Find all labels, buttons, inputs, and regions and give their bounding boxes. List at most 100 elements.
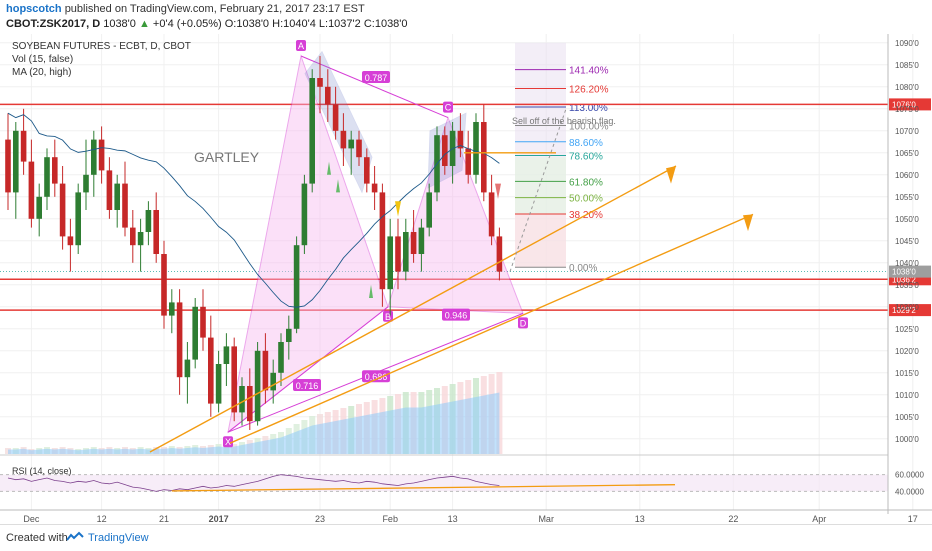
candle-body — [301, 183, 308, 246]
pattern-ratio-bg — [293, 379, 321, 391]
candle-body — [270, 372, 276, 391]
pattern-point-label: X — [225, 437, 231, 447]
fib-level-label: 113.00% — [569, 103, 608, 114]
candle-body — [278, 342, 284, 373]
up-triangle-icon — [336, 179, 340, 193]
candle-body — [442, 135, 448, 166]
pattern-point-label: C — [445, 103, 452, 113]
tradingview-link[interactable]: TradingView — [88, 532, 149, 544]
price-chart[interactable]: 141.40% 126.20% 113.00% 100.00% 88.60% 78.60%… — [0, 34, 932, 524]
rsi-trendline — [171, 484, 676, 492]
y-tick-label: 1020'0 — [895, 347, 919, 356]
candle-body — [145, 210, 152, 232]
pattern-ratio-label: 0.716 — [296, 381, 319, 391]
created-with-label: Created with — [6, 532, 68, 544]
down-triangle-icon — [495, 183, 501, 199]
publish-line: hopscotch published on TradingView.com, … — [6, 3, 365, 15]
candle-body — [340, 130, 347, 149]
x-tick-label: 2017 — [209, 514, 229, 524]
candle-body — [231, 346, 237, 413]
x-tick-label: 12 — [97, 514, 107, 524]
pattern-ratio-bg — [442, 308, 470, 321]
candle-body — [20, 130, 27, 162]
candle-body — [356, 139, 362, 158]
candle-body — [122, 183, 128, 228]
rsi-band — [0, 474, 888, 492]
chart-area[interactable]: 141.40% 126.20% 113.00% 100.00% 88.60% 78.60%… — [0, 34, 932, 524]
author-link[interactable]: hopscotch — [6, 3, 62, 15]
candle-body — [215, 364, 222, 404]
footer: Created with TradingView — [0, 524, 932, 551]
candle-body — [75, 192, 81, 246]
candle-body — [403, 232, 409, 272]
fib-zone-low — [515, 214, 566, 268]
y-tick-label: 1080'0 — [895, 83, 919, 92]
candle-body — [59, 183, 66, 237]
publish-header: hopscotch published on TradingView.com, … — [0, 0, 932, 34]
candle-body — [91, 139, 97, 175]
candle-body — [457, 130, 464, 149]
candle-body — [44, 157, 50, 197]
pattern-ratio-label: 0.686 — [365, 372, 388, 382]
candle-body — [130, 227, 136, 246]
y-tick-label: 1060'0 — [895, 171, 919, 180]
last-price-label: 1038'0 — [892, 268, 916, 277]
candle-body — [317, 78, 323, 87]
x-tick-label: 21 — [159, 514, 169, 524]
candle-body — [98, 139, 105, 171]
x-tick-label: Mar — [538, 514, 554, 524]
x-tick-label: 22 — [728, 514, 738, 524]
candle-body — [379, 192, 386, 290]
up-triangle-icon — [369, 284, 373, 298]
pattern-ratio-bg — [362, 71, 390, 83]
candle-body — [387, 236, 393, 290]
pattern-point-label: D — [520, 318, 527, 328]
volume-ma-area — [8, 392, 500, 454]
x-tick-label: 17 — [908, 514, 918, 524]
candle-body — [364, 157, 370, 184]
pattern-point-label: A — [298, 41, 304, 51]
candle-body — [371, 183, 378, 193]
candle-body — [239, 386, 245, 413]
fib-level-label: 0.00% — [569, 263, 597, 274]
candle-body — [36, 196, 42, 219]
price-tag-bg — [889, 304, 931, 317]
y-tick-label: 1090'0 — [895, 39, 919, 48]
open-value: O:1038'0 — [224, 18, 270, 30]
fib-level-label: 141.40% — [569, 66, 609, 77]
candle-body — [192, 306, 198, 360]
candle-body — [309, 78, 315, 184]
candle-body — [418, 227, 425, 254]
last-price-tag — [889, 265, 931, 278]
candle-body — [208, 337, 214, 404]
candle-body — [153, 210, 159, 254]
x-tick-label: 13 — [448, 514, 458, 524]
candle-body — [488, 192, 495, 237]
down-triangle-icon — [395, 201, 401, 217]
change-arrow-icon: ▲ — [138, 18, 150, 30]
tradingview-logo-icon — [66, 531, 84, 541]
y-tick-label: 1065'0 — [895, 149, 919, 158]
close-value: C:1038'0 — [363, 18, 408, 30]
candle-body — [169, 302, 175, 316]
gartley-xb-line — [227, 306, 389, 433]
y-tick-label: 1040'0 — [895, 259, 919, 268]
y-tick-label: 1005'0 — [895, 413, 919, 422]
candle-body — [465, 148, 471, 175]
pattern-point-label: B — [385, 312, 391, 322]
fib-level-label: 126.20% — [569, 85, 609, 96]
y-tick-label: 1030'0 — [895, 303, 919, 312]
candle-body — [28, 161, 35, 219]
price-tag-label: 1036'2 — [892, 275, 916, 284]
last-price: 1038'0 — [103, 18, 136, 30]
candle-body — [395, 236, 401, 272]
candle-body — [223, 346, 230, 364]
price-tag-bg — [889, 98, 931, 111]
fib-level-label: 50.00% — [569, 194, 603, 205]
high-value: H:1040'4 — [272, 18, 316, 30]
candle-body — [410, 232, 417, 254]
candle-body — [325, 86, 331, 105]
y-tick-label: 1075'0 — [895, 105, 919, 114]
candle-body — [83, 174, 89, 193]
fib-level-label: 100.00% — [569, 122, 609, 133]
